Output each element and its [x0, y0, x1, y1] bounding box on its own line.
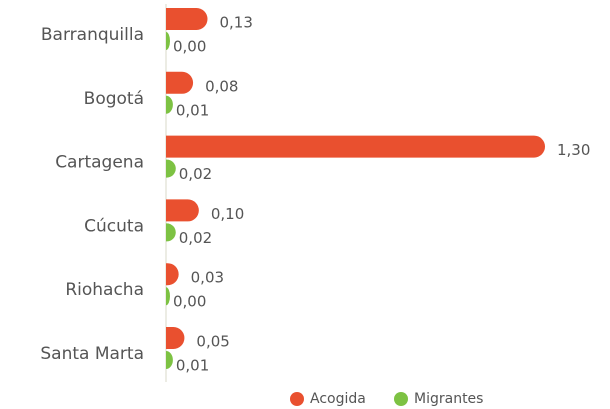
value-label: 0,00	[173, 293, 206, 311]
legend-label: Migrantes	[414, 391, 483, 407]
bar	[166, 135, 545, 158]
value-label: 0,02	[179, 229, 212, 247]
bar	[166, 32, 170, 50]
value-label: 1,30	[557, 141, 590, 159]
value-label: 0,13	[220, 14, 253, 32]
value-label: 0,03	[191, 269, 224, 287]
value-label: 0,10	[211, 205, 244, 223]
legend-label: Acogida	[310, 391, 366, 407]
value-label: 0,08	[205, 77, 238, 95]
value-label: 0,01	[176, 101, 209, 119]
value-label: 0,02	[179, 165, 212, 183]
category-label: Bogotá	[84, 89, 144, 109]
bar	[166, 95, 173, 114]
value-label: 0,05	[196, 333, 229, 351]
value-label: 0,01	[176, 357, 209, 375]
category-label: Cúcuta	[84, 216, 144, 236]
bar	[166, 8, 208, 30]
category-label: Cartagena	[55, 153, 144, 173]
legend-swatch	[290, 392, 304, 406]
bar	[166, 327, 185, 349]
category-label: Riohacha	[65, 280, 144, 300]
legend-swatch	[394, 392, 408, 406]
bar	[166, 287, 170, 306]
category-label: Barranquilla	[41, 25, 144, 45]
bar	[166, 223, 176, 242]
bar	[166, 263, 179, 286]
value-label: 0,00	[173, 38, 206, 56]
bar	[166, 159, 176, 178]
bar	[166, 351, 173, 369]
category-label: Santa Marta	[40, 344, 144, 364]
bar	[166, 71, 194, 94]
bar	[166, 199, 199, 222]
